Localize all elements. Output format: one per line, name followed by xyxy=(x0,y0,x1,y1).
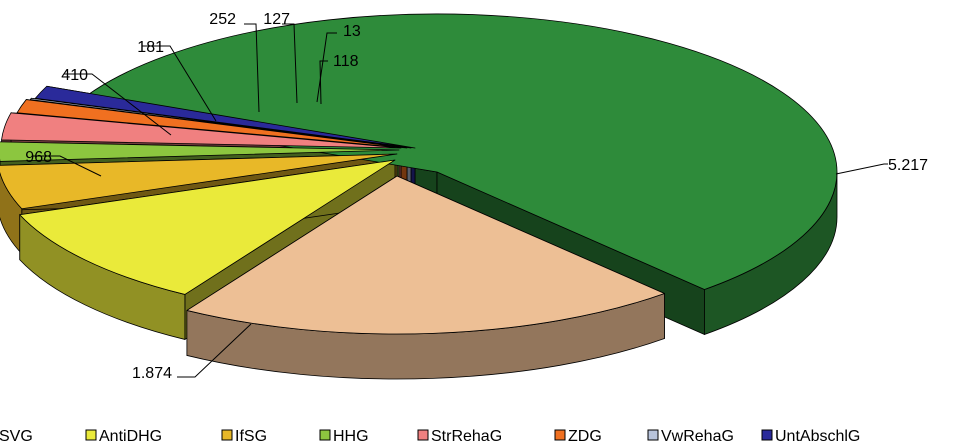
slice-AntiDHG xyxy=(19,159,396,295)
legend-item-AntiDHG: AntiDHG xyxy=(85,428,162,445)
slice-big xyxy=(68,13,838,290)
leader-line-ZDG xyxy=(282,23,298,104)
slice-VwRehaG xyxy=(29,97,412,149)
leader-line-AntiDHG xyxy=(32,155,102,177)
data-label-big: 5.217 xyxy=(888,157,928,174)
legend-swatch-UntAbschlG xyxy=(761,429,773,441)
slice-ZDG xyxy=(16,99,408,149)
leader-line-UntAbschlG xyxy=(319,60,328,105)
slice-IfSG xyxy=(0,153,398,210)
leader-line-HHG xyxy=(142,45,217,122)
data-label-SVG: 1.874 xyxy=(132,365,172,382)
slice-UntAbschlG xyxy=(34,85,416,149)
legend-item-UntAbschlG: UntAbschlG xyxy=(761,428,860,445)
data-label-StrRehaG: 252 xyxy=(209,11,236,28)
leader-line-StrRehaG xyxy=(244,23,260,113)
slice-StrRehaG xyxy=(1,112,402,149)
legend-label-SVG: SVG xyxy=(0,428,33,445)
leader-line-IfSG xyxy=(64,73,172,136)
leader-line-big xyxy=(835,163,888,175)
legend-item-SVG: SVG xyxy=(0,428,33,445)
legend-swatch-AntiDHG xyxy=(85,429,97,441)
data-labels: 5.217 1.874 968 410 181 252 127 13 118 xyxy=(25,11,928,382)
slice-HHG xyxy=(0,141,400,162)
legend-label-AntiDHG: AntiDHG xyxy=(99,428,162,445)
legend-swatch-StrRehaG xyxy=(417,429,429,441)
slice-SVG xyxy=(186,175,665,335)
legend-label-ZDG: ZDG xyxy=(568,428,602,445)
legend-item-ZDG: ZDG xyxy=(554,428,602,445)
legend: SVG AntiDHG IfSG HHG StrRehaG ZDG VwRehaG UntAb… xyxy=(0,428,860,445)
data-label-HHG: 181 xyxy=(137,39,164,56)
slice-tops xyxy=(0,13,838,335)
legend-item-VwRehaG: VwRehaG xyxy=(647,428,734,445)
legend-label-HHG: HHG xyxy=(333,428,369,445)
legend-item-IfSG: IfSG xyxy=(221,428,267,445)
legend-swatch-IfSG xyxy=(221,429,233,441)
legend-item-HHG: HHG xyxy=(319,428,369,445)
legend-swatch-VwRehaG xyxy=(647,429,659,441)
legend-label-UntAbschlG: UntAbschlG xyxy=(775,428,860,445)
legend-label-StrRehaG: StrRehaG xyxy=(431,428,502,445)
leader-line-SVG xyxy=(177,323,252,378)
legend-label-VwRehaG: VwRehaG xyxy=(661,428,734,445)
data-label-AntiDHG: 968 xyxy=(25,149,52,166)
data-label-ZDG: 127 xyxy=(263,11,290,28)
legend-label-IfSG: IfSG xyxy=(235,428,267,445)
data-label-IfSG: 410 xyxy=(61,67,88,84)
data-label-UntAbschlG: 118 xyxy=(333,53,359,70)
legend-swatch-ZDG xyxy=(554,429,566,441)
legend-swatch-HHG xyxy=(319,429,331,441)
data-label-VwRehaG: 13 xyxy=(343,23,361,40)
legend-item-StrRehaG: StrRehaG xyxy=(417,428,502,445)
